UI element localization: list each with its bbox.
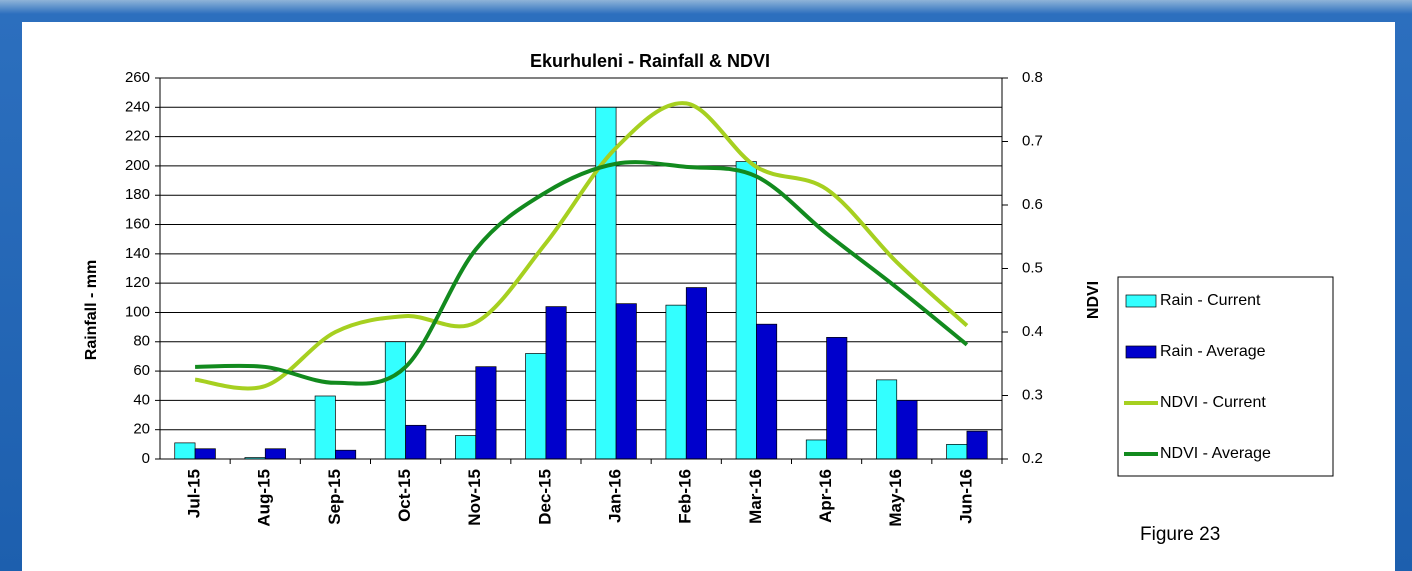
x-tick-label: Nov-15 xyxy=(465,469,484,526)
legend-swatch xyxy=(1125,294,1157,308)
bar xyxy=(826,337,848,460)
y-tick-label: 240 xyxy=(125,98,150,115)
bar xyxy=(264,448,286,460)
y-tick-label: 160 xyxy=(125,216,150,233)
bar xyxy=(966,430,988,460)
y-tick-label: 120 xyxy=(125,274,150,291)
y2-tick-label: 0.2 xyxy=(1022,450,1043,467)
y-tick-label: 200 xyxy=(125,157,150,174)
bar xyxy=(805,439,827,460)
x-tick-label: May-16 xyxy=(886,469,905,527)
x-tick-label: Sep-15 xyxy=(325,469,344,525)
y-tick-label: 0 xyxy=(142,450,150,467)
bar xyxy=(525,353,547,460)
legend-box xyxy=(1117,276,1334,477)
legend-label: NDVI - Current xyxy=(1160,394,1266,411)
x-tick-label: Aug-15 xyxy=(255,469,274,527)
x-tick-label: Jul-15 xyxy=(185,469,204,518)
bar xyxy=(896,400,918,460)
y-tick-label: 60 xyxy=(133,362,150,379)
y2-tick-label: 0.7 xyxy=(1022,132,1043,149)
legend-label: Rain - Average xyxy=(1160,343,1266,360)
x-tick-label: Dec-15 xyxy=(535,469,554,525)
bar xyxy=(475,366,497,460)
bar xyxy=(545,306,567,460)
bar xyxy=(876,379,898,460)
bar xyxy=(174,442,196,460)
bar xyxy=(314,395,336,460)
y-axis-label: Rainfall - mm xyxy=(83,260,100,360)
y2-tick-label: 0.6 xyxy=(1022,196,1043,213)
bar xyxy=(615,303,637,460)
x-tick-label: Oct-15 xyxy=(395,469,414,522)
legend-label: Rain - Current xyxy=(1160,292,1261,309)
y-tick-label: 140 xyxy=(125,245,150,262)
bar xyxy=(194,448,216,460)
x-tick-label: Feb-16 xyxy=(676,469,695,524)
y-tick-label: 40 xyxy=(133,391,150,408)
chart-title: Ekurhuleni - Rainfall & NDVI xyxy=(530,51,770,71)
y-tick-label: 100 xyxy=(125,303,150,320)
bar xyxy=(335,449,357,460)
bar xyxy=(735,161,757,460)
legend-swatch xyxy=(1125,345,1157,359)
y2-tick-label: 0.8 xyxy=(1022,69,1043,86)
y2-tick-label: 0.5 xyxy=(1022,259,1043,276)
y-tick-label: 80 xyxy=(133,333,150,350)
line-series xyxy=(195,160,969,386)
y-tick-label: 220 xyxy=(125,128,150,145)
bar xyxy=(665,304,687,460)
y-tick-label: 260 xyxy=(125,69,150,86)
bar xyxy=(384,341,406,460)
legend-label: NDVI - Average xyxy=(1160,445,1271,462)
x-tick-label: Jun-16 xyxy=(956,469,975,524)
y2-tick-label: 0.3 xyxy=(1022,386,1043,403)
y-tick-label: 180 xyxy=(125,186,150,203)
line-series xyxy=(194,101,969,391)
y2-axis-label: NDVI xyxy=(1085,281,1102,319)
bar xyxy=(455,435,477,460)
bar xyxy=(756,323,778,460)
x-tick-label: Jan-16 xyxy=(606,469,625,523)
x-tick-label: Mar-16 xyxy=(746,469,765,524)
x-tick-label: Apr-16 xyxy=(816,469,835,523)
bar xyxy=(946,443,968,460)
y-tick-label: 20 xyxy=(133,421,150,438)
bar xyxy=(685,287,707,460)
figure-caption: Figure 23 xyxy=(1140,524,1220,545)
y2-tick-label: 0.4 xyxy=(1022,323,1043,340)
bar xyxy=(405,424,427,460)
